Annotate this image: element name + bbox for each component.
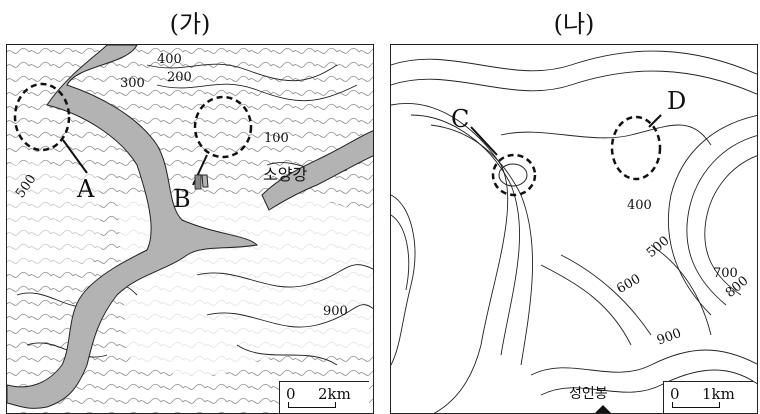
peak-marker-icon: [595, 405, 611, 413]
region-c-circle: [491, 153, 537, 197]
contour-lines-na: [391, 50, 757, 413]
map-panel-na: C D 400 500 600 700 800 900 성인봉 0 1km: [390, 44, 758, 414]
region-a-circle: [13, 82, 71, 152]
region-a-label: A: [76, 175, 95, 203]
scale-bar-line: [288, 402, 336, 408]
scale-distance: 1km: [702, 385, 735, 403]
dashed-regions: [13, 82, 253, 159]
scale-zero: 0: [670, 385, 680, 403]
scale-zero: 0: [286, 385, 296, 403]
dashed-regions-na: [491, 115, 662, 197]
topographic-map-na: C D 400 500 600 700 800 900 성인봉: [391, 50, 757, 413]
river-name-label: 소양강: [263, 165, 307, 184]
valley-plain-west: [7, 162, 102, 275]
panel-ga-title: (가): [169, 10, 211, 38]
region-c-label: C: [451, 105, 469, 133]
map-panel-ga: A B 소양강 400 300 200 100 500 900 0 2km: [6, 44, 374, 414]
crater-ring: [498, 163, 528, 187]
peak-name-label: 성인봉: [569, 386, 608, 402]
scale-bar-ga: 0 2km: [279, 381, 369, 413]
region-d-circle: [610, 115, 662, 181]
contour-label-300: 300: [120, 76, 145, 91]
topographic-map-ga: A B 소양강 400 300 200 100 500 900: [7, 45, 373, 413]
scale-distance: 2km: [318, 385, 351, 403]
leader-lines-na: [470, 114, 662, 156]
contour-label-100: 100: [264, 131, 289, 146]
scale-bar-na: 0 1km: [663, 381, 753, 413]
scale-bar-line: [672, 402, 720, 408]
contour-label-400: 400: [627, 198, 652, 213]
panel-na-title: (나): [553, 10, 595, 38]
contour-label-200: 200: [167, 70, 192, 85]
contour-label-500: 500: [644, 234, 673, 261]
region-d-label: D: [667, 87, 686, 115]
island-b: [194, 174, 202, 190]
contour-label-700: 700: [713, 266, 738, 281]
contour-label-900: 900: [655, 326, 683, 349]
river-system: [7, 45, 373, 409]
region-b-label: B: [173, 185, 191, 213]
contour-label-900: 900: [323, 304, 348, 319]
region-b-circle: [193, 95, 253, 159]
contour-label-600: 600: [614, 272, 643, 297]
contour-label-400: 400: [157, 52, 182, 67]
